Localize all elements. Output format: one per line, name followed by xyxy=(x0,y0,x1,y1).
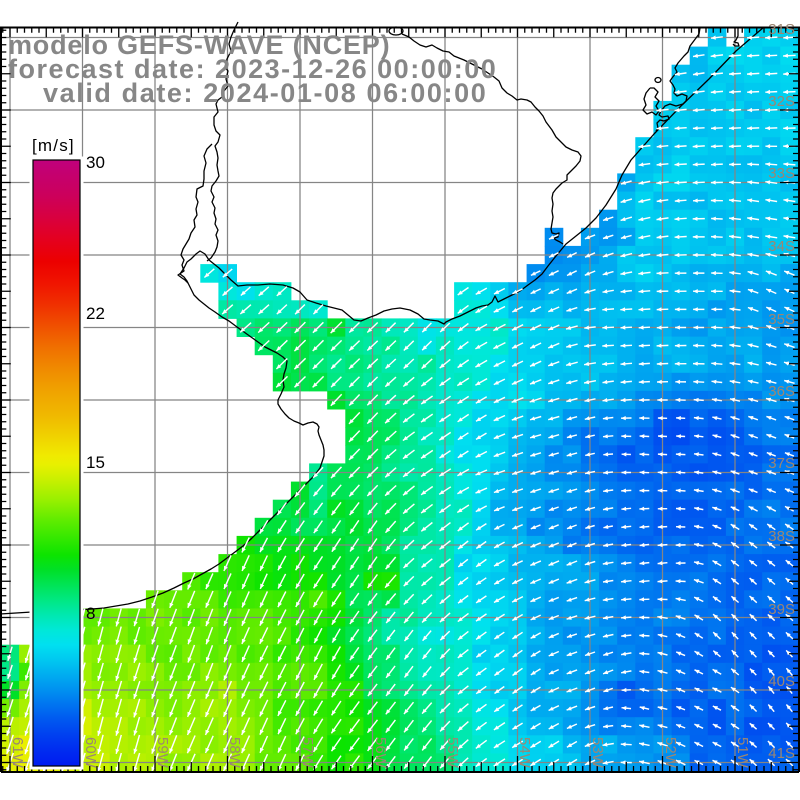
svg-text:55W: 55W xyxy=(444,737,461,769)
svg-text:41S: 41S xyxy=(768,745,795,762)
svg-text:30: 30 xyxy=(86,153,105,172)
svg-text:31S: 31S xyxy=(768,21,795,38)
svg-text:40S: 40S xyxy=(768,673,795,690)
svg-text:37S: 37S xyxy=(768,455,795,472)
svg-text:33S: 33S xyxy=(768,165,795,182)
svg-text:58W: 58W xyxy=(226,737,243,769)
svg-text:36S: 36S xyxy=(768,383,795,400)
svg-text:57W: 57W xyxy=(299,737,316,769)
svg-text:forecast date: 2023-12-26 00:0: forecast date: 2023-12-26 00:00:00 xyxy=(8,54,497,84)
svg-text:15: 15 xyxy=(86,453,105,472)
svg-text:52W: 52W xyxy=(662,737,679,769)
svg-text:61W: 61W xyxy=(9,737,26,769)
svg-text:56W: 56W xyxy=(372,737,389,769)
svg-text:32S: 32S xyxy=(768,93,795,110)
svg-text:38S: 38S xyxy=(768,528,795,545)
svg-text:60W: 60W xyxy=(82,737,99,769)
svg-text:54W: 54W xyxy=(516,737,533,769)
svg-text:35S: 35S xyxy=(768,311,795,328)
svg-text:53W: 53W xyxy=(589,737,606,769)
svg-text:8: 8 xyxy=(86,604,95,623)
svg-text:22: 22 xyxy=(86,304,105,323)
svg-text:51W: 51W xyxy=(734,737,751,769)
svg-text:39S: 39S xyxy=(768,601,795,618)
svg-text:34S: 34S xyxy=(768,238,795,255)
svg-text:modelo GEFS-WAVE (NCEP): modelo GEFS-WAVE (NCEP) xyxy=(8,30,390,60)
svg-text:59W: 59W xyxy=(154,737,171,769)
svg-text:valid date: 2024-01-08 06:00:0: valid date: 2024-01-08 06:00:00 xyxy=(43,78,487,108)
svg-text:[m/s]: [m/s] xyxy=(32,136,75,155)
